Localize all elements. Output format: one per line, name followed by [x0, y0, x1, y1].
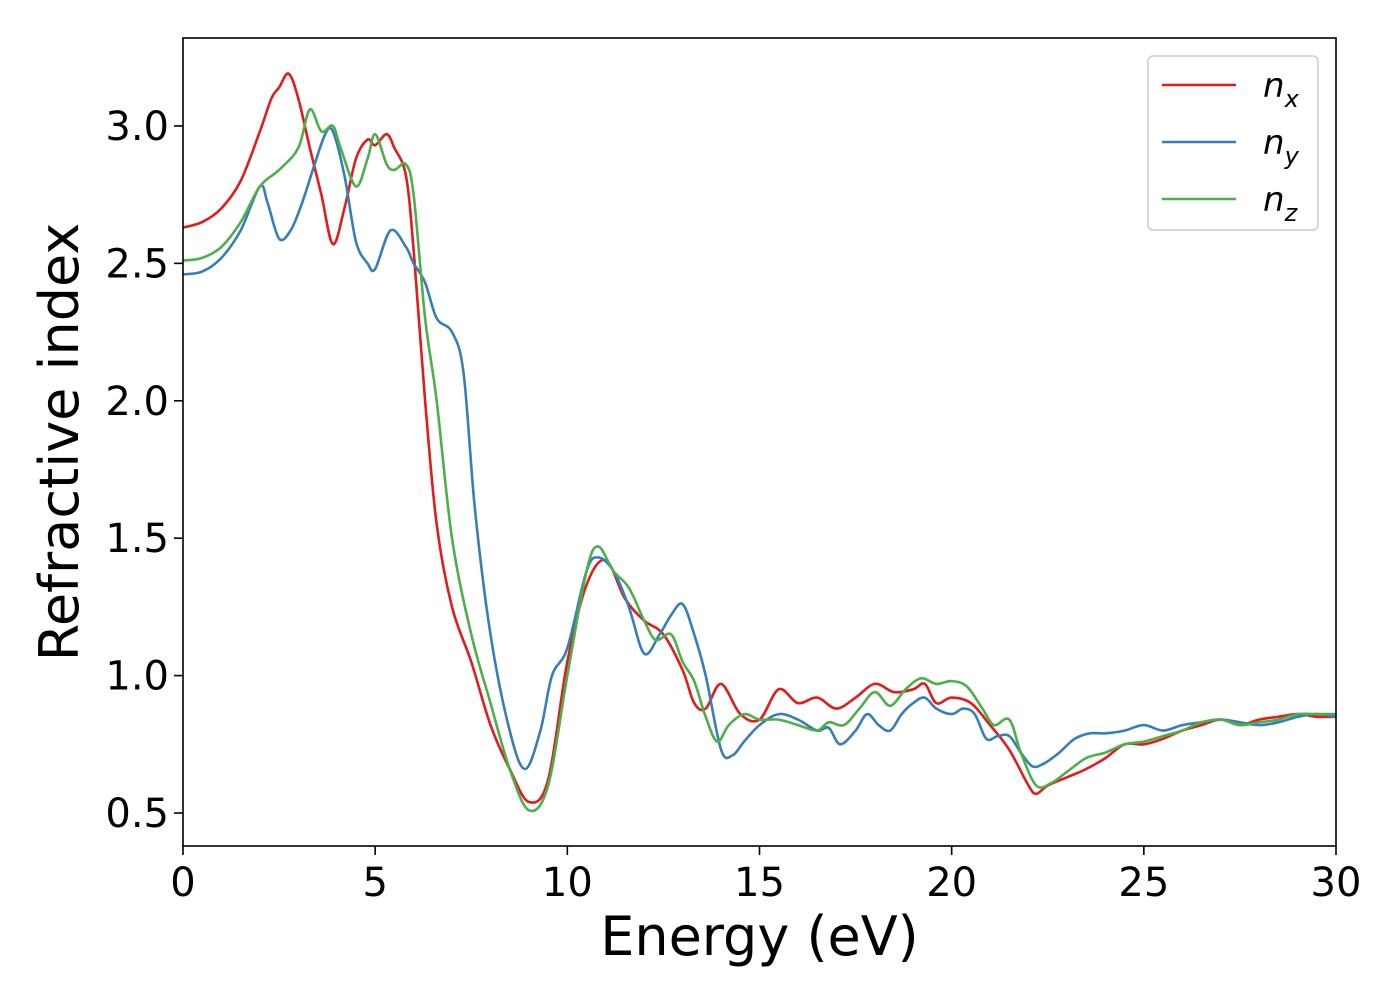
y-tick-label: 2.5 — [105, 241, 169, 287]
x-tick-label: 30 — [1311, 860, 1362, 906]
y-tick-label: 1.5 — [105, 516, 169, 562]
y-axis: 0.5 1.0 1.5 2.0 2.5 3.0 — [105, 104, 183, 837]
legend-label-ny: ny — [1263, 123, 1300, 170]
y-tick-label: 2.0 — [105, 379, 169, 425]
series-line-nz — [183, 108, 1336, 813]
x-axis-title: Energy (eV) — [600, 905, 919, 968]
series-layer — [183, 72, 1336, 813]
y-axis-title: Refractive index — [28, 223, 91, 662]
legend-label-nz: nz — [1263, 180, 1299, 227]
x-tick-label: 0 — [170, 860, 195, 906]
y-tick-label: 0.5 — [105, 791, 169, 837]
x-tick-label: 20 — [926, 860, 977, 906]
legend-label-nx: nx — [1263, 66, 1300, 113]
x-tick-label: 5 — [362, 860, 387, 906]
series-line-nx — [183, 72, 1336, 804]
x-tick-label: 10 — [542, 860, 593, 906]
y-tick-label: 1.0 — [105, 654, 169, 700]
y-tick-label: 3.0 — [105, 104, 169, 150]
x-tick-label: 25 — [1118, 860, 1169, 906]
series-line-ny — [183, 126, 1336, 771]
x-tick-label: 15 — [734, 860, 785, 906]
legend: nx ny nz — [1147, 55, 1319, 231]
x-axis: 0 5 10 15 20 25 30 — [170, 846, 1361, 906]
